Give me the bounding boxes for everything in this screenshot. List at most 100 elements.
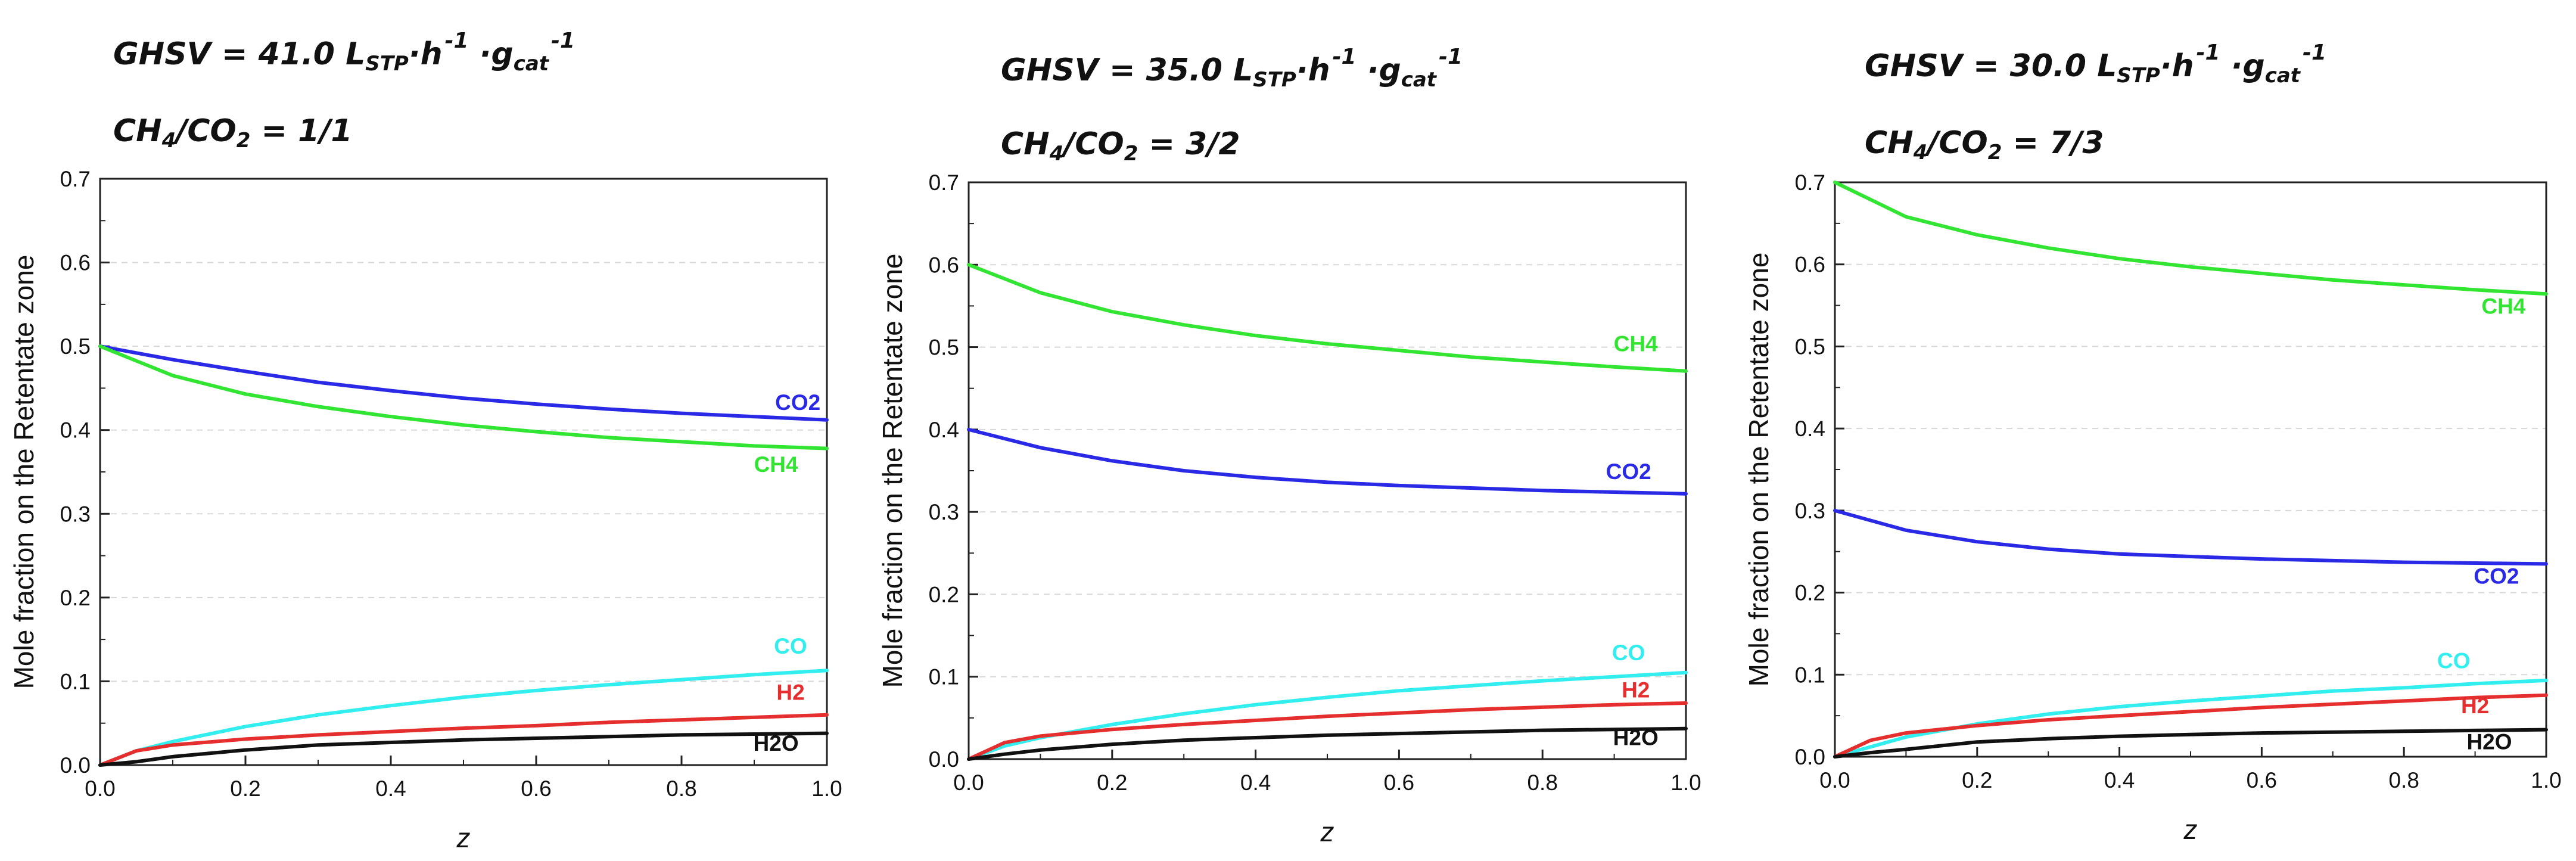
- ghsv-header: GHSV = 30.0 LSTP·h -1 ·gcat-1: [1865, 41, 2326, 88]
- ghsv-exp-hour: -1: [1332, 45, 1357, 69]
- series-label-ch4: CH4: [1614, 331, 1658, 356]
- ratio-ch: CH: [1001, 126, 1050, 162]
- y-tick-label: 0.2: [1795, 581, 1825, 605]
- y-axis-title: Mole fraction on the Retentate zone: [8, 255, 39, 689]
- ratio-sub-4: 4: [1049, 142, 1064, 166]
- series-line-h2: [967, 701, 1688, 761]
- x-tick-label: 0.4: [2104, 768, 2135, 792]
- ghsv-exp-hour: -1: [2196, 41, 2220, 65]
- x-tick-label: 1.0: [811, 776, 842, 801]
- ghsv-g: ·g: [2220, 48, 2265, 84]
- ratio-co: /CO: [1063, 126, 1124, 162]
- series-label-h2: H2: [2461, 694, 2489, 718]
- series-label-co: CO: [774, 634, 807, 658]
- ghsv-text: GHSV = 41.0 L: [113, 36, 366, 72]
- series-line-co2: [967, 427, 1688, 496]
- series-label-h2: H2: [776, 680, 804, 704]
- chart-3: 0.0 0.1 0.2 0.3 0.4 0.5 0.6 0.7 0.0 0.2 0.4 0.6 0.8 1…: [1743, 170, 2562, 845]
- series-label-h2: H2: [1622, 677, 1650, 702]
- plot-frame: [967, 181, 1687, 760]
- series-line-h2o: [98, 731, 829, 767]
- ghsv-sub-stp: STP: [1253, 68, 1296, 92]
- x-tick-label: 0.4: [375, 776, 406, 801]
- chart-1: 0.0 0.1 0.2 0.3 0.4 0.5 0.6 0.7 0.0 0.2 0.4 0.6 0.8 1…: [8, 167, 842, 853]
- series-line-h2o: [967, 726, 1688, 761]
- y-axis-title: Mole fraction on the Retentate zone: [877, 254, 908, 688]
- y-tick-label: 0.3: [929, 500, 959, 524]
- series-line-co: [1833, 678, 2548, 759]
- ghsv-sub-cat: cat: [2264, 64, 2301, 88]
- x-tick-label: 0.4: [1240, 770, 1271, 795]
- ghsv-g: ·g: [468, 36, 514, 72]
- series-line-co2: [1833, 508, 2548, 566]
- y-tick-label: 0.7: [929, 170, 959, 195]
- ratio-header: CH4/CO2 = 7/3: [1865, 125, 2104, 164]
- ratio-header: CH4/CO2 = 3/2: [1001, 126, 1240, 166]
- ratio-value: = 1/1: [250, 113, 353, 149]
- x-axis-title: z: [1320, 816, 1334, 847]
- x-tick-label: 0.0: [1819, 768, 1850, 792]
- y-tick-label: 0.4: [929, 418, 959, 442]
- x-tick-label: 0.0: [85, 776, 115, 801]
- ratio-sub-2: 2: [236, 129, 251, 153]
- ghsv-sub-cat: cat: [1401, 68, 1437, 92]
- y-tick-label: 0.5: [1795, 334, 1825, 359]
- ghsv-hour: ·h: [1296, 52, 1330, 88]
- ghsv-header: GHSV = 35.0 LSTP·h -1 ·gcat-1: [1001, 45, 1463, 92]
- ratio-co: /CO: [1927, 125, 1988, 161]
- series-line-co2: [98, 344, 829, 422]
- x-tick-label: 0.2: [230, 776, 260, 801]
- ratio-sub-2: 2: [1124, 142, 1138, 166]
- ratio-sub-4: 4: [161, 129, 176, 153]
- ghsv-g: ·g: [1356, 52, 1401, 88]
- x-tick-label: 0.8: [2388, 768, 2419, 792]
- series-label-ch4: CH4: [2481, 294, 2525, 318]
- ratio-sub-2: 2: [1987, 141, 2002, 164]
- series-label-co2: CO2: [2474, 564, 2519, 588]
- y-tick-label: 0.6: [60, 251, 91, 275]
- series-label-h2o: H2O: [2466, 730, 2512, 754]
- y-tick-label: 0.4: [1795, 416, 1825, 441]
- ratio-ch: CH: [113, 113, 162, 149]
- series-line-h2o: [1833, 728, 2548, 759]
- series-line-co: [967, 670, 1688, 761]
- ghsv-exp-cat: -1: [1439, 45, 1463, 69]
- ghsv-text: GHSV = 35.0 L: [1001, 52, 1253, 88]
- series-label-co: CO: [1612, 641, 1645, 665]
- ghsv-sub-stp: STP: [365, 52, 409, 76]
- y-tick-label: 0.0: [929, 747, 959, 772]
- y-tick-label: 0.6: [1795, 253, 1825, 277]
- series-label-co: CO: [2437, 648, 2471, 673]
- x-tick-label: 0.6: [1384, 770, 1414, 795]
- x-tick-label: 1.0: [1670, 770, 1701, 795]
- x-tick-label: 0.0: [953, 770, 984, 795]
- series-line-ch4: [1833, 181, 2548, 296]
- y-tick-label: 0.1: [1795, 663, 1825, 687]
- ghsv-exp-hour: -1: [444, 29, 469, 53]
- chart-panel-2: GHSV = 35.0 LSTP·h -1 ·gcat-1 CH4/CO2 = 3/…: [858, 0, 1706, 861]
- y-tick-label: 0.2: [60, 586, 91, 610]
- series-label-h2o: H2O: [1613, 725, 1659, 750]
- y-tick-label: 0.3: [1795, 499, 1825, 523]
- ghsv-text: GHSV = 30.0 L: [1865, 48, 2117, 84]
- x-tick-label: 0.8: [666, 776, 696, 801]
- series-line-ch4: [967, 263, 1688, 373]
- series-line-ch4: [98, 344, 829, 450]
- ratio-sub-4: 4: [1913, 141, 1928, 164]
- y-tick-label: 0.0: [60, 753, 91, 778]
- series-label-ch4: CH4: [754, 452, 798, 477]
- ratio-value: = 7/3: [2002, 125, 2104, 161]
- y-tick-label: 0.5: [60, 334, 91, 359]
- x-axis-title: z: [456, 822, 471, 853]
- series-line-h2: [1833, 693, 2548, 759]
- y-axis-title: Mole fraction on the Retentate zone: [1743, 253, 1774, 687]
- series-label-co2: CO2: [775, 390, 820, 415]
- ratio-ch: CH: [1865, 125, 1914, 161]
- x-tick-label: 0.6: [2247, 768, 2277, 792]
- chart-panel-1: GHSV = 41.0 LSTP·h -1 ·gcat-1 CH4/CO2 = 1/…: [0, 0, 848, 861]
- x-tick-label: 0.6: [521, 776, 551, 801]
- x-tick-label: 0.2: [1097, 770, 1127, 795]
- y-tick-label: 0.3: [60, 502, 91, 526]
- series-label-h2o: H2O: [754, 731, 799, 756]
- y-tick-label: 0.6: [929, 253, 959, 277]
